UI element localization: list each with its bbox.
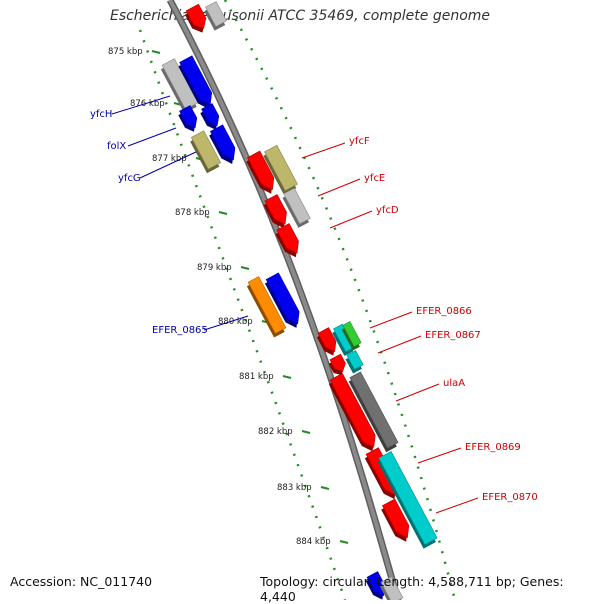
left-label-leader <box>111 95 171 115</box>
gene-blue-2 <box>200 103 220 130</box>
gene-top-red <box>184 3 207 33</box>
gene-EFER_0867 <box>328 353 346 376</box>
gene-label-EFER_0865: EFER_0865 <box>152 325 208 336</box>
kbp-tick-mark <box>218 211 228 215</box>
gene-EFER_0865 <box>246 276 287 338</box>
gene-label-EFER_0867: EFER_0867 <box>425 330 481 341</box>
gene-bottom-gray <box>379 576 404 600</box>
accession-label: Accession: NC_011740 <box>10 574 153 589</box>
right-label-leader <box>417 447 462 464</box>
gene-top-gray <box>204 1 227 31</box>
gene-yfcE <box>282 187 311 228</box>
gene-label-yfcH: yfcH <box>90 109 112 120</box>
right-label-leader <box>377 335 422 354</box>
gene-folX <box>178 105 198 132</box>
kbp-tick-mark <box>240 266 250 270</box>
gene-blue-1 <box>178 55 213 110</box>
kbp-tick-label: 882 kbp <box>258 427 293 437</box>
kbp-tick-mark <box>151 50 161 54</box>
kbp-tick-label: 879 kbp <box>197 263 232 273</box>
gene-label-EFER_0869: EFER_0869 <box>465 442 521 453</box>
gene-label-ulaA: ulaA <box>443 378 465 389</box>
kbp-tick-label: 880 kbp <box>218 317 253 327</box>
right-label-leader <box>369 311 413 329</box>
gene-yfcG <box>190 130 222 174</box>
left-label-leader <box>203 315 249 331</box>
gene-blue-3 <box>209 124 236 164</box>
left-label-leader <box>127 127 177 147</box>
backbone-track <box>168 0 400 600</box>
gene-label-EFER_0870: EFER_0870 <box>482 492 538 503</box>
gene-khaki-2 <box>263 144 298 195</box>
gene-yfcF <box>246 150 275 194</box>
kbp-tick-label: 875 kbp <box>108 47 143 57</box>
gene-green <box>341 321 362 351</box>
gene-label-yfcG: yfcG <box>118 173 141 184</box>
gene-red-3 <box>381 498 410 542</box>
gene-label-yfcD: yfcD <box>376 205 399 216</box>
kbp-tick-label: 881 kbp <box>239 372 274 382</box>
right-label-leader <box>395 383 440 402</box>
kbp-tick-mark <box>301 430 311 434</box>
gene-blue-4 <box>264 272 300 328</box>
kbp-tick-label: 876 kbp <box>130 99 165 109</box>
kbp-tick-label: 884 kbp <box>296 537 331 547</box>
gene-darkgray <box>348 371 399 453</box>
gene-label-folX: folX <box>107 141 126 152</box>
gene-cyan-2 <box>345 350 364 374</box>
gene-label-yfcE: yfcE <box>364 173 385 184</box>
kbp-tick-mark <box>320 486 330 490</box>
right-label-leader <box>317 178 361 197</box>
right-label-leader <box>329 210 373 229</box>
kbp-tick-label: 878 kbp <box>175 208 210 218</box>
gene-red-2 <box>263 194 287 229</box>
kbp-tick-mark <box>282 375 292 379</box>
kbp-tick-mark <box>339 540 349 544</box>
gene-EFER_0866 <box>316 327 337 356</box>
kbp-tick-label: 883 kbp <box>277 483 312 493</box>
gene-yfcD <box>275 223 299 258</box>
gene-label-yfcF: yfcF <box>349 136 370 147</box>
outer-tick-ring <box>223 0 457 600</box>
gene-EFER_0870 <box>377 451 438 549</box>
gene-bottom-blue <box>365 571 386 600</box>
inner-tick-ring <box>138 29 347 600</box>
gene-label-EFER_0866: EFER_0866 <box>416 306 472 317</box>
right-label-leader <box>301 142 346 159</box>
gene-ulaA <box>328 372 376 452</box>
kbp-tick-label: 877 kbp <box>152 154 187 164</box>
right-label-leader <box>435 497 479 514</box>
left-label-leader <box>139 151 197 179</box>
